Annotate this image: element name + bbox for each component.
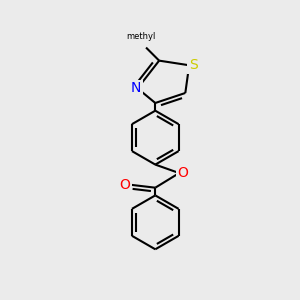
Text: O: O [119,178,130,192]
Text: O: O [178,166,188,180]
Text: methyl: methyl [126,32,155,41]
Text: S: S [189,58,197,72]
Text: N: N [131,81,141,95]
